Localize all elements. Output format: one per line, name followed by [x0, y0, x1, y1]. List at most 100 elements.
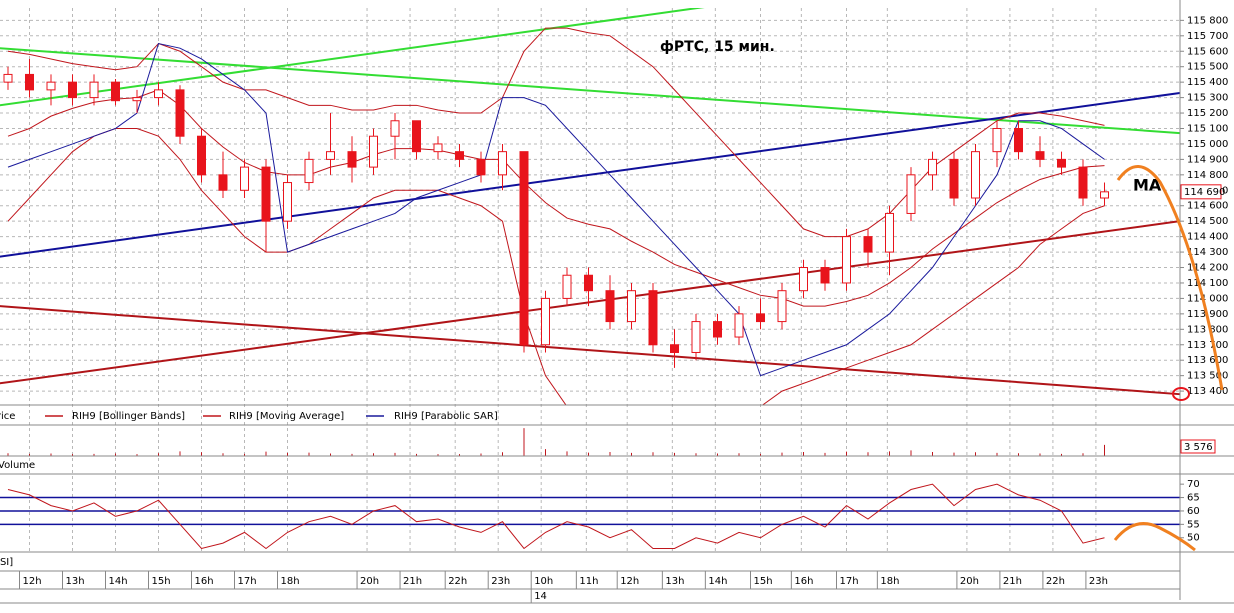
candle-body — [713, 321, 722, 338]
candle-body — [863, 236, 873, 253]
volume-last-label: 3 576 — [1184, 442, 1213, 453]
candle-body — [283, 182, 292, 222]
last-price-box — [1180, 184, 1222, 200]
x-tick-label: 16h — [195, 576, 214, 587]
x-tick-label: 12h — [23, 576, 42, 587]
rsi-tick-label: 60 — [1187, 506, 1200, 517]
highlight-circle — [1172, 387, 1190, 401]
rsi-line — [7, 483, 1105, 549]
candle-body — [562, 274, 572, 299]
candle-body — [3, 73, 13, 83]
x-tick-label: 12h — [620, 576, 639, 587]
x-tick-label: 13h — [66, 576, 85, 587]
rsi-tick-label: 70 — [1187, 479, 1200, 490]
candle-body — [347, 151, 357, 168]
x-tick-label: 14h — [109, 576, 128, 587]
chart-title: фРТС, 15 мин. — [660, 39, 775, 55]
x-tick-label: 17h — [840, 576, 859, 587]
x-tick-label: 22h — [1046, 576, 1065, 587]
indicator-line — [7, 127, 1105, 405]
x-tick-label: 10h — [534, 576, 553, 587]
x-tick-label: 23h — [491, 576, 510, 587]
x-tick-label: 18h — [880, 576, 899, 587]
forecast-curve — [1116, 165, 1224, 391]
candle-body — [541, 297, 550, 346]
x-tick-label: 14h — [708, 576, 727, 587]
x-tick-label: 21h — [403, 576, 422, 587]
y-tick-label: 114 200 — [1187, 263, 1228, 274]
candle-body — [369, 135, 378, 168]
candle-body — [648, 290, 658, 346]
candle-body — [218, 174, 228, 191]
candle-body — [240, 166, 249, 191]
y-tick-label: 114 500 — [1187, 216, 1228, 227]
candle-body — [89, 81, 99, 99]
rsi-tick-label: 55 — [1187, 519, 1200, 530]
y-tick-label: 113 400 — [1187, 386, 1228, 397]
candle-body — [992, 127, 1002, 153]
candle-body — [433, 143, 443, 153]
volume-last-box — [1180, 439, 1216, 454]
candle-body — [304, 158, 314, 184]
candle-body — [756, 313, 765, 323]
candle-body — [906, 174, 916, 214]
candle-body — [670, 344, 679, 353]
volume-panel — [7, 428, 1105, 456]
x-tick-label: 22h — [448, 576, 467, 587]
x-tick-label: 18h — [281, 576, 300, 587]
candle-body — [111, 81, 120, 102]
y-tick-label: 115 200 — [1187, 108, 1228, 119]
candle-body — [627, 290, 636, 323]
date-label: 14 — [534, 591, 547, 602]
x-tick-label: 20h — [360, 576, 379, 587]
candle-body — [605, 290, 615, 323]
indicator-line — [7, 42, 1105, 377]
legend-label: RIH9 [Moving Average] — [229, 411, 344, 422]
y-tick-label: 114 800 — [1187, 170, 1228, 181]
trendline — [0, 220, 1180, 385]
y-tick-label: 115 000 — [1187, 139, 1228, 150]
forecast-curve — [1113, 522, 1196, 552]
candle-body — [1014, 127, 1023, 153]
candle-body — [584, 274, 593, 292]
annotation: MA — [1133, 176, 1162, 195]
candle-body — [132, 97, 142, 102]
candle-body — [326, 151, 335, 160]
candle-body — [261, 166, 271, 222]
candle-body — [68, 81, 77, 99]
candle-body — [820, 267, 830, 284]
y-tick-label: 113 700 — [1187, 340, 1228, 351]
last-price-label: 114 690 — [1184, 187, 1225, 198]
legend-label: RIH9 [Parabolic SAR] — [394, 411, 498, 422]
candle-body — [455, 151, 464, 160]
candle-body — [928, 158, 937, 176]
y-tick-label: 115 600 — [1187, 46, 1228, 57]
candle-body — [1057, 158, 1066, 168]
candle-body — [971, 151, 980, 199]
x-tick-label: 20h — [960, 576, 979, 587]
candle-body — [885, 212, 894, 253]
candle-body — [498, 151, 507, 176]
candle-body — [1035, 151, 1045, 160]
trendline — [0, 305, 1180, 396]
candle-body — [154, 89, 163, 99]
candle-body — [476, 158, 486, 176]
panel-label: RSI] — [0, 557, 13, 568]
candle-body — [949, 158, 959, 199]
candle-body — [197, 135, 206, 176]
y-tick-label: 115 500 — [1187, 62, 1228, 73]
y-tick-label: 114 300 — [1187, 247, 1228, 258]
y-tick-label: 113 500 — [1187, 371, 1228, 382]
y-tick-label: 115 700 — [1187, 31, 1228, 42]
y-tick-label: 114 400 — [1187, 232, 1228, 243]
x-tick-label: 15h — [152, 576, 171, 587]
x-tick-label: 13h — [665, 576, 684, 587]
y-tick-label: 115 800 — [1187, 15, 1228, 26]
candle-body — [799, 267, 808, 292]
y-tick-label: 114 600 — [1187, 201, 1228, 212]
y-tick-label: 113 800 — [1187, 324, 1228, 335]
x-tick-label: 11h — [579, 576, 598, 587]
y-tick-label: 114 000 — [1187, 293, 1228, 304]
